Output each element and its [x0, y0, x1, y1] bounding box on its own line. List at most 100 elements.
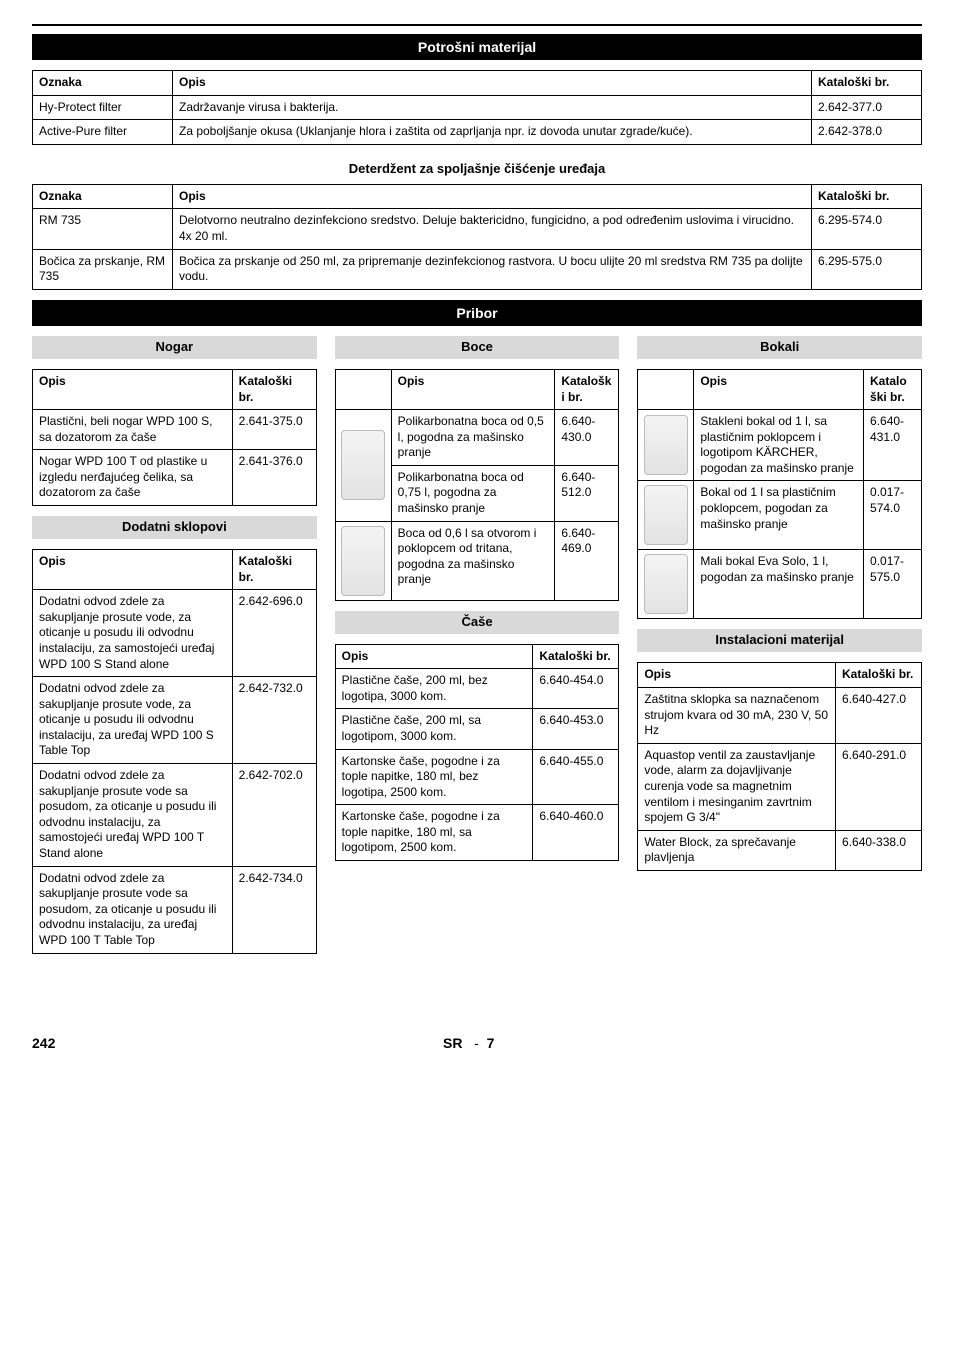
- cell-opis: Plastične čaše, 200 ml, bez logotipa, 30…: [335, 669, 533, 709]
- cell-kat: 6.640-291.0: [836, 743, 922, 830]
- cell-kat: 6.640-455.0: [533, 749, 619, 805]
- cell-kat: 2.642-696.0: [232, 590, 316, 677]
- th-oznaka: Oznaka: [33, 184, 173, 209]
- cell-kat: 6.640-427.0: [836, 687, 922, 743]
- cell-opis: Dodatni odvod zdele za sakupljanje prosu…: [33, 866, 233, 953]
- bottle-icon: [341, 430, 385, 500]
- heading-legs: Nogar: [32, 336, 317, 359]
- table-legs: Opis Kataloški br. Plastični, beli nogar…: [32, 369, 317, 506]
- cell-opis: Polikarbonatna boca od 0,5 l, pogodna za…: [391, 410, 555, 466]
- table-row: Kartonske čaše, pogodne i za tople napit…: [335, 749, 619, 805]
- table-row: Stakleni bokal od 1 l, sa plastičnim pok…: [638, 410, 922, 481]
- cell-kat: 2.642-702.0: [232, 764, 316, 867]
- cell-opis: Water Block, za sprečavanje plavljenja: [638, 830, 836, 870]
- cell-opis: Za poboljšanje okusa (Uklanjanje hlora i…: [173, 120, 812, 145]
- cell-kat: 6.640-454.0: [533, 669, 619, 709]
- table-install: Opis Kataloški br. Zaštitna sklopka sa n…: [637, 662, 922, 871]
- heading-cups: Čaše: [335, 611, 620, 634]
- th-opis: Opis: [694, 369, 864, 409]
- heading-install: Instalacioni materijal: [637, 629, 922, 652]
- th-opis: Opis: [173, 71, 812, 96]
- table-cups: Opis Kataloški br. Plastične čaše, 200 m…: [335, 644, 620, 862]
- cell-kat: 2.641-376.0: [232, 450, 316, 506]
- th-opis: Opis: [33, 549, 233, 589]
- cell-kat: 6.640-469.0: [555, 521, 619, 600]
- cell-opis: Stakleni bokal od 1 l, sa plastičnim pok…: [694, 410, 864, 481]
- table-row: RM 735 Delotvorno neutralno dezinfekcion…: [33, 209, 922, 249]
- cell-opis: Mali bokal Eva Solo, 1 l, pogodan za maš…: [694, 550, 864, 619]
- cell-kat: 6.640-460.0: [533, 805, 619, 861]
- table-row: Dodatni odvod zdele za sakupljanje prosu…: [33, 866, 317, 953]
- table-row: Zaštitna sklopka sa naznačenom strujom k…: [638, 687, 922, 743]
- cell-opis: Dodatni odvod zdele za sakupljanje prosu…: [33, 590, 233, 677]
- th-katbr: Kataloški br.: [812, 184, 922, 209]
- table-row: Nogar WPD 100 T od plastike u izgledu ne…: [33, 450, 317, 506]
- table-row: Bokal od 1 l sa plastičnim poklopcem, po…: [638, 481, 922, 550]
- table-detergent: Oznaka Opis Kataloški br. RM 735 Delotvo…: [32, 184, 922, 290]
- table-row: Plastične čaše, 200 ml, bez logotipa, 30…: [335, 669, 619, 709]
- cell-opis: Polikarbonatna boca od 0,75 l, pogodna z…: [391, 465, 555, 521]
- table-row: Dodatni odvod zdele za sakupljanje prosu…: [33, 590, 317, 677]
- table-bottles: Opis Katalošk i br. Polikarbonatna boca …: [335, 369, 620, 601]
- heading-addon: Dodatni sklopovi: [32, 516, 317, 539]
- th-opis: Opis: [391, 369, 555, 409]
- cell-thumb: [335, 521, 391, 600]
- cell-opis: Delotvorno neutralno dezinfekciono sreds…: [173, 209, 812, 249]
- page-number-left: 242: [32, 1034, 55, 1052]
- cell-kat: 6.640-338.0: [836, 830, 922, 870]
- th-katbr: Kataloški br.: [836, 663, 922, 688]
- th-katbr: Kataloški br.: [232, 369, 316, 409]
- cell-oznaka: RM 735: [33, 209, 173, 249]
- th-katbr: Kataloški br.: [812, 71, 922, 96]
- table-row: Kartonske čaše, pogodne i za tople napit…: [335, 805, 619, 861]
- table-row: Mali bokal Eva Solo, 1 l, pogodan za maš…: [638, 550, 922, 619]
- table-row: Boca od 0,6 l sa otvorom i poklopcem od …: [335, 521, 619, 600]
- cell-opis: Zadržavanje virusa i bakterija.: [173, 95, 812, 120]
- cell-oznaka: Active-Pure filter: [33, 120, 173, 145]
- cell-kat: 6.640-512.0: [555, 465, 619, 521]
- cell-kat: 6.640-453.0: [533, 709, 619, 749]
- table-row: Bočica za prskanje, RM 735 Bočica za prs…: [33, 249, 922, 289]
- th-katbr: Katalo ški br.: [864, 369, 922, 409]
- cell-opis: Kartonske čaše, pogodne i za tople napit…: [335, 805, 533, 861]
- bottle-icon: [341, 526, 385, 596]
- cell-thumb: [638, 410, 694, 481]
- cell-opis: Boca od 0,6 l sa otvorom i poklopcem od …: [391, 521, 555, 600]
- cell-kat: 6.295-575.0: [812, 249, 922, 289]
- jug-icon: [644, 554, 688, 614]
- cell-thumb: [638, 550, 694, 619]
- table-row: Water Block, za sprečavanje plavljenja 6…: [638, 830, 922, 870]
- cell-oznaka: Hy-Protect filter: [33, 95, 173, 120]
- page-footer: 242 SR - 7: [32, 1034, 922, 1052]
- th-katbr: Kataloški br.: [232, 549, 316, 589]
- cell-kat: 0.017-574.0: [864, 481, 922, 550]
- table-row: Aquastop ventil za zaustavljanje vode, a…: [638, 743, 922, 830]
- cell-opis: Zaštitna sklopka sa naznačenom strujom k…: [638, 687, 836, 743]
- th-opis: Opis: [638, 663, 836, 688]
- heading-consumables: Potrošni materijal: [32, 34, 922, 60]
- th-katbr: Katalošk i br.: [555, 369, 619, 409]
- cell-thumb: [335, 410, 391, 522]
- cell-opis: Kartonske čaše, pogodne i za tople napit…: [335, 749, 533, 805]
- table-row: Plastični, beli nogar WPD 100 S, sa doza…: [33, 410, 317, 450]
- cell-kat: 2.642-377.0: [812, 95, 922, 120]
- table-row: Plastične čaše, 200 ml, sa logotipom, 30…: [335, 709, 619, 749]
- cell-kat: 0.017-575.0: [864, 550, 922, 619]
- th-opis: Opis: [33, 369, 233, 409]
- cell-oznaka: Bočica za prskanje, RM 735: [33, 249, 173, 289]
- jug-icon: [644, 415, 688, 475]
- table-row: Active-Pure filter Za poboljšanje okusa …: [33, 120, 922, 145]
- th-opis: Opis: [173, 184, 812, 209]
- cell-opis: Nogar WPD 100 T od plastike u izgledu ne…: [33, 450, 233, 506]
- table-jugs: Opis Katalo ški br. Stakleni bokal od 1 …: [637, 369, 922, 620]
- jug-icon: [644, 485, 688, 545]
- table-addon: Opis Kataloški br. Dodatni odvod zdele z…: [32, 549, 317, 954]
- table-row: Dodatni odvod zdele za sakupljanje prosu…: [33, 764, 317, 867]
- footer-dash: -: [474, 1035, 479, 1051]
- th-katbr: Kataloški br.: [533, 644, 619, 669]
- heading-jugs: Bokali: [637, 336, 922, 359]
- cell-kat: 2.642-732.0: [232, 677, 316, 764]
- cell-opis: Plastični, beli nogar WPD 100 S, sa doza…: [33, 410, 233, 450]
- table-row: Hy-Protect filter Zadržavanje virusa i b…: [33, 95, 922, 120]
- cell-thumb: [638, 481, 694, 550]
